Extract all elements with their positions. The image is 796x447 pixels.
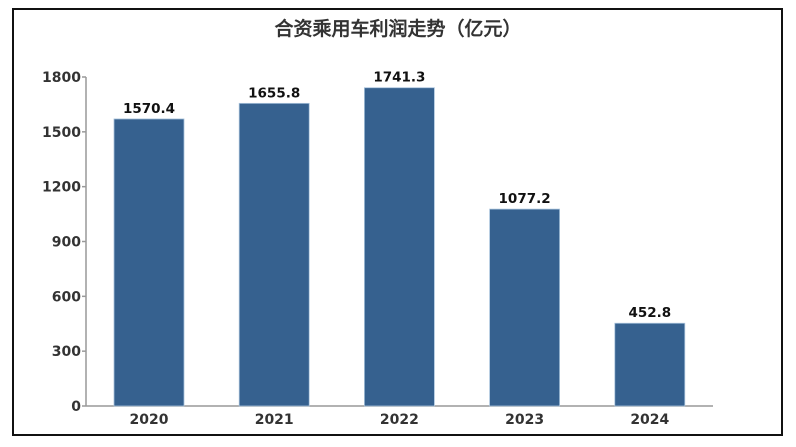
y-tick-label: 1500 bbox=[42, 125, 81, 141]
y-tick-label: 300 bbox=[52, 344, 81, 360]
y-tick-label: 900 bbox=[52, 235, 81, 251]
bar-2021 bbox=[238, 102, 310, 407]
data-label: 452.8 bbox=[628, 305, 671, 321]
y-tick-label: 1800 bbox=[42, 70, 81, 86]
y-tick-label: 600 bbox=[52, 289, 81, 305]
y-tick-label: 1200 bbox=[42, 180, 81, 196]
x-tick-label: 2023 bbox=[505, 412, 544, 428]
chart-title: 合资乘用车利润走势（亿元） bbox=[274, 18, 522, 40]
bar-2024 bbox=[614, 322, 686, 407]
y-tick-label: 0 bbox=[71, 399, 81, 415]
bar-2023 bbox=[489, 208, 561, 407]
x-tick-label: 2021 bbox=[255, 412, 294, 428]
data-label: 1655.8 bbox=[248, 85, 300, 101]
data-label: 1741.3 bbox=[373, 70, 425, 86]
data-label: 1077.2 bbox=[499, 191, 551, 207]
bar-2022 bbox=[363, 87, 435, 407]
x-tick-label: 2024 bbox=[630, 412, 669, 428]
data-label: 1570.4 bbox=[123, 101, 175, 117]
x-tick-label: 2022 bbox=[380, 412, 419, 428]
chart-frame bbox=[12, 8, 783, 436]
bar-2020 bbox=[113, 118, 185, 407]
x-tick-label: 2020 bbox=[130, 412, 169, 428]
